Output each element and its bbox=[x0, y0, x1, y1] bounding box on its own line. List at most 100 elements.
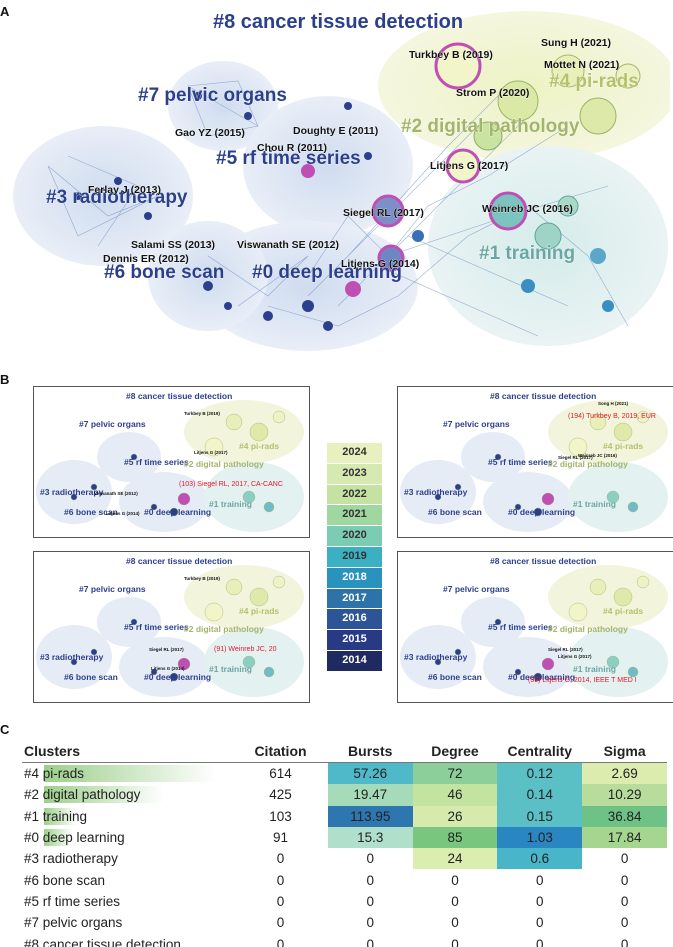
mini-cluster-label: #8 cancer tissue detection bbox=[126, 556, 232, 566]
mini-cluster-label: #1 training bbox=[209, 499, 252, 509]
mini-author-label: Litjens G (2014) bbox=[106, 511, 140, 516]
sigma-cell: 0 bbox=[582, 890, 667, 913]
table-body: #4 pi-rads 614 57.26 72 0.12 2.69 #2 digital p… bbox=[22, 762, 667, 947]
mini-network-2: #8 cancer tissue detection #7 pelvic orga… bbox=[397, 386, 673, 538]
table-header-row: Clusters Citation Bursts Degree Centrali… bbox=[22, 740, 667, 763]
mini-node bbox=[272, 410, 286, 424]
legend-year: 2023 bbox=[327, 462, 382, 484]
mini-node bbox=[589, 413, 607, 431]
mini-node bbox=[613, 587, 633, 607]
table-row: #1 training 103 113.95 26 0.15 36.84 bbox=[22, 805, 667, 827]
mini-cluster-label: #7 pelvic organs bbox=[443, 419, 510, 429]
cluster-name: #4 pi-rads bbox=[24, 766, 85, 782]
cluster-metrics-table: Clusters Citation Bursts Degree Centrali… bbox=[22, 740, 667, 947]
mini-cluster-label: #3 radiotherapy bbox=[404, 487, 468, 497]
mini-node bbox=[613, 422, 633, 442]
cluster-name-cell: #3 radiotherapy bbox=[22, 848, 233, 869]
cluster-name-cell: #6 bone scan bbox=[22, 869, 233, 890]
cluster-labels: #8 cancer tissue detection #7 pelvic org… bbox=[46, 11, 639, 284]
mini-cluster-label: #7 pelvic organs bbox=[79, 584, 146, 594]
citation-bar bbox=[44, 765, 216, 782]
mini-node bbox=[150, 503, 158, 511]
mini-cluster-label: #3 radiotherapy bbox=[404, 652, 468, 662]
legend-year: 2017 bbox=[327, 587, 382, 609]
bursts-cell: 0 bbox=[327, 912, 413, 934]
mini-node bbox=[514, 668, 522, 676]
author-label: Gao YZ (2015) bbox=[175, 127, 245, 139]
mini-hull bbox=[483, 637, 573, 697]
mini-hull bbox=[36, 460, 112, 524]
mini-node bbox=[627, 501, 639, 513]
mini-cluster-label: #2 digital pathology bbox=[184, 459, 264, 469]
legend-year: 2018 bbox=[327, 566, 382, 588]
legend-year: 2024 bbox=[327, 442, 382, 463]
highlight-reference: (103) Siegel RL, 2017, CA-CANC bbox=[179, 481, 283, 488]
mini-node bbox=[533, 672, 543, 682]
centrality-cell: 0 bbox=[497, 933, 583, 947]
mini-node bbox=[90, 648, 98, 656]
cluster-name-cell: #5 rf time series bbox=[22, 891, 233, 912]
citation-cell: 91 bbox=[272, 830, 289, 846]
mini-hull bbox=[400, 625, 476, 689]
author-label: Chou R (2011) bbox=[257, 142, 327, 154]
cluster-name: #5 rf time series bbox=[24, 893, 121, 909]
author-label: Siegel RL (2017) bbox=[343, 207, 424, 219]
author-label: Weinreb JC (2016) bbox=[482, 203, 573, 215]
mini-cluster-label: #6 bone scan bbox=[64, 507, 118, 517]
cluster-name-cell: #0 deep learning bbox=[22, 827, 233, 848]
cluster-name: #1 training bbox=[24, 808, 88, 824]
mini-node bbox=[70, 658, 78, 666]
mini-node bbox=[589, 578, 607, 596]
mini-author-label: Siegel RL (2017) bbox=[149, 647, 184, 652]
legend-year: 2021 bbox=[327, 504, 382, 526]
legend-year: 2014 bbox=[327, 649, 382, 671]
highlight-reference: (91) Weinreb JC, 20 bbox=[214, 646, 277, 653]
sigma-cell: 10.29 bbox=[582, 784, 667, 806]
citation-cell: 614 bbox=[269, 766, 292, 782]
panel-label-b: B bbox=[0, 372, 10, 387]
author-label: Turkbey B (2019) bbox=[409, 49, 493, 61]
citation-bar bbox=[44, 786, 164, 804]
degree-cell: 26 bbox=[412, 805, 498, 827]
mini-node bbox=[130, 618, 138, 626]
mini-hull bbox=[97, 597, 161, 647]
mini-node bbox=[533, 507, 543, 517]
mini-author-label: Siegel RL (2017) bbox=[548, 647, 583, 652]
table-row: #7 pelvic organs 0 0 0 0 0 bbox=[22, 912, 667, 934]
mini-network-1: #8 cancer tissue detection #7 pelvic orga… bbox=[33, 386, 310, 538]
table-row: #2 digital pathology 425 19.47 46 0.14 10.29 bbox=[22, 784, 667, 806]
citation-cell: 0 bbox=[276, 851, 285, 867]
mini-network-svg: #8 cancer tissue detection #7 pelvic orga… bbox=[400, 556, 668, 697]
mini-cluster-label: #4 pi-rads bbox=[239, 441, 279, 451]
column-header: Clusters bbox=[22, 740, 234, 763]
mini-author-label: Weinreb JC (2016) bbox=[578, 453, 617, 458]
centrality-cell: 0.15 bbox=[497, 805, 583, 827]
cluster-label-3: #3 radiotherapy bbox=[46, 187, 188, 208]
centrality-cell: 0.6 bbox=[497, 848, 583, 870]
citation-bar bbox=[44, 807, 76, 825]
mini-node bbox=[606, 490, 620, 504]
mini-node bbox=[177, 492, 191, 506]
column-header: Degree bbox=[412, 740, 498, 763]
mini-cluster-label: #8 cancer tissue detection bbox=[126, 391, 232, 401]
mini-cluster-label: #5 rf time series bbox=[488, 622, 553, 632]
mini-hull bbox=[548, 565, 668, 629]
sigma-cell: 0 bbox=[582, 848, 667, 870]
mini-node bbox=[514, 503, 522, 511]
centrality-cell: 0.12 bbox=[497, 762, 583, 785]
cluster-label-7: #7 pelvic organs bbox=[138, 85, 287, 106]
mini-network-svg: #8 cancer tissue detection #7 pelvic orga… bbox=[36, 556, 304, 697]
cluster-name: #2 digital pathology bbox=[24, 787, 141, 803]
mini-cluster-label: #1 training bbox=[573, 664, 616, 674]
author-label: Salami SS (2013) bbox=[131, 239, 215, 251]
mini-network-svg: #8 cancer tissue detection #7 pelvic orga… bbox=[36, 391, 304, 532]
citation-cell: 0 bbox=[276, 915, 285, 931]
mini-hull bbox=[483, 472, 573, 532]
author-label: Litjens G (2017) bbox=[430, 160, 508, 172]
mini-cluster-label: #2 digital pathology bbox=[548, 459, 628, 469]
mini-author-label: Turkbey B (2019) bbox=[184, 411, 220, 416]
mini-cluster-label: #6 bone scan bbox=[428, 507, 482, 517]
centrality-cell: 0 bbox=[497, 912, 583, 934]
cluster-label-2: #2 digital pathology bbox=[401, 116, 580, 137]
mini-cluster-label: #3 radiotherapy bbox=[40, 652, 104, 662]
